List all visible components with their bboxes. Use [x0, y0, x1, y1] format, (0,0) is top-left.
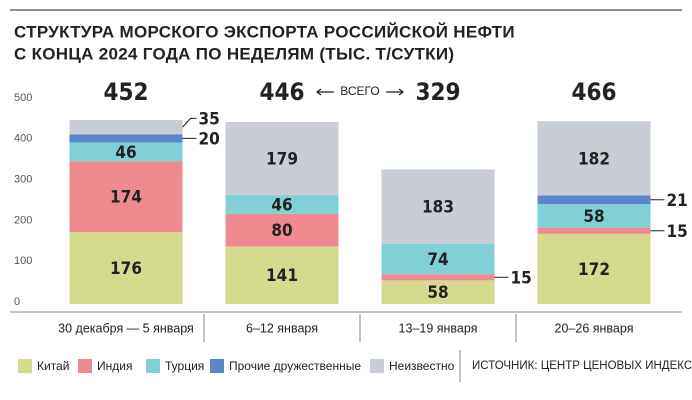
bar-segment — [225, 122, 339, 196]
segment-label: 15 — [511, 268, 532, 288]
bar-segment — [537, 233, 651, 304]
chart-title: С КОНЦА 2024 ГОДА ПО НЕДЕЛЯМ (ТЫС. Т/СУТ… — [14, 44, 454, 63]
x-tick-label: 6–12 января — [246, 321, 318, 335]
bar-segment — [69, 119, 183, 135]
legend-swatch — [210, 359, 224, 373]
segment-label: 182 — [578, 149, 610, 169]
legend-swatch — [78, 359, 92, 373]
y-tick-label: 0 — [14, 296, 20, 308]
segment-label: 74 — [427, 250, 448, 270]
bar-segment — [537, 204, 651, 228]
total-label: 329 — [415, 78, 460, 106]
legend-label: Индия — [97, 359, 132, 373]
segment-label: 35 — [199, 109, 220, 129]
legend-label: Прочие дружественные — [229, 359, 361, 373]
x-tick-label: 20–26 января — [555, 321, 634, 335]
segment-label: 20 — [199, 129, 220, 149]
bar-segment — [69, 134, 183, 143]
segment-label: 80 — [271, 221, 292, 241]
source: ИСТОЧНИК: ЦЕНТР ЦЕНОВЫХ ИНДЕКСОВ. — [472, 360, 692, 372]
total-label: 446 — [259, 78, 304, 106]
bar-segment — [69, 161, 183, 233]
bar-segment — [381, 244, 495, 275]
bar-segment — [225, 195, 339, 214]
segment-label: 58 — [583, 207, 604, 227]
bar-segment — [69, 142, 183, 162]
legend-label: Турция — [165, 359, 204, 373]
segment-label: 21 — [667, 191, 688, 211]
bar-segment — [537, 227, 651, 234]
bar-segment — [69, 232, 183, 304]
bar-segment — [537, 121, 651, 196]
leader-line — [182, 117, 197, 128]
y-tick-label: 500 — [14, 92, 32, 104]
legend-label: Неизвестно — [389, 359, 455, 373]
bar-segment — [225, 213, 339, 247]
y-tick-label: 200 — [14, 214, 32, 226]
y-tick-label: 100 — [14, 255, 32, 267]
legend-label: Китай — [37, 359, 69, 373]
annotation-arrows — [316, 88, 404, 96]
bar-segment — [381, 169, 495, 245]
total-label: 466 — [571, 78, 616, 106]
segment-label: 46 — [115, 143, 136, 163]
segment-label: 174 — [110, 188, 142, 208]
segment-label: 141 — [266, 266, 298, 286]
legend-swatch — [146, 359, 160, 373]
bar-segment — [381, 280, 495, 304]
segment-label: 183 — [422, 198, 454, 218]
legend-swatch — [370, 359, 384, 373]
bar-segment — [537, 195, 651, 205]
x-tick-label: 30 декабря — 5 января — [58, 321, 194, 335]
segment-label: 179 — [266, 150, 298, 170]
y-tick-label: 400 — [14, 133, 32, 145]
total-label: 452 — [103, 78, 148, 106]
segment-label: 172 — [578, 260, 610, 280]
segment-label: 176 — [110, 259, 142, 279]
segment-label: 58 — [427, 283, 448, 303]
x-tick-label: 13–19 января — [399, 321, 478, 335]
totals-annotation: ВСЕГО — [340, 84, 379, 98]
chart-title: СТРУКТУРА МОРСКОГО ЭКСПОРТА РОССИЙСКОЙ Н… — [14, 22, 515, 41]
bar-segment — [225, 246, 339, 304]
bar-segment — [381, 274, 495, 281]
segment-label: 46 — [271, 195, 292, 215]
segment-label: 15 — [667, 222, 688, 242]
y-tick-label: 300 — [14, 174, 32, 186]
legend-swatch — [18, 359, 32, 373]
